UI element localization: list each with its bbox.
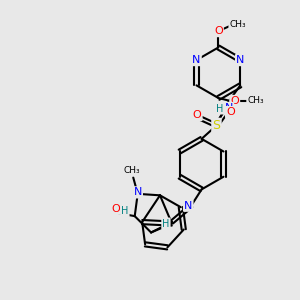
Text: CH₃: CH₃	[247, 97, 264, 106]
Text: S: S	[212, 119, 220, 132]
Text: N: N	[192, 55, 201, 65]
Text: N: N	[236, 55, 244, 65]
Text: O: O	[214, 26, 223, 36]
Text: H: H	[162, 219, 169, 229]
Text: CH₃: CH₃	[230, 20, 246, 29]
Text: H: H	[216, 103, 224, 113]
Text: N: N	[134, 188, 142, 197]
Text: CH₃: CH₃	[123, 167, 140, 176]
Text: O: O	[226, 107, 235, 117]
Text: H: H	[121, 206, 129, 216]
Text: O: O	[230, 96, 239, 106]
Text: N: N	[184, 201, 192, 211]
Text: O: O	[112, 204, 120, 214]
Text: N: N	[225, 103, 233, 113]
Text: O: O	[193, 110, 202, 120]
